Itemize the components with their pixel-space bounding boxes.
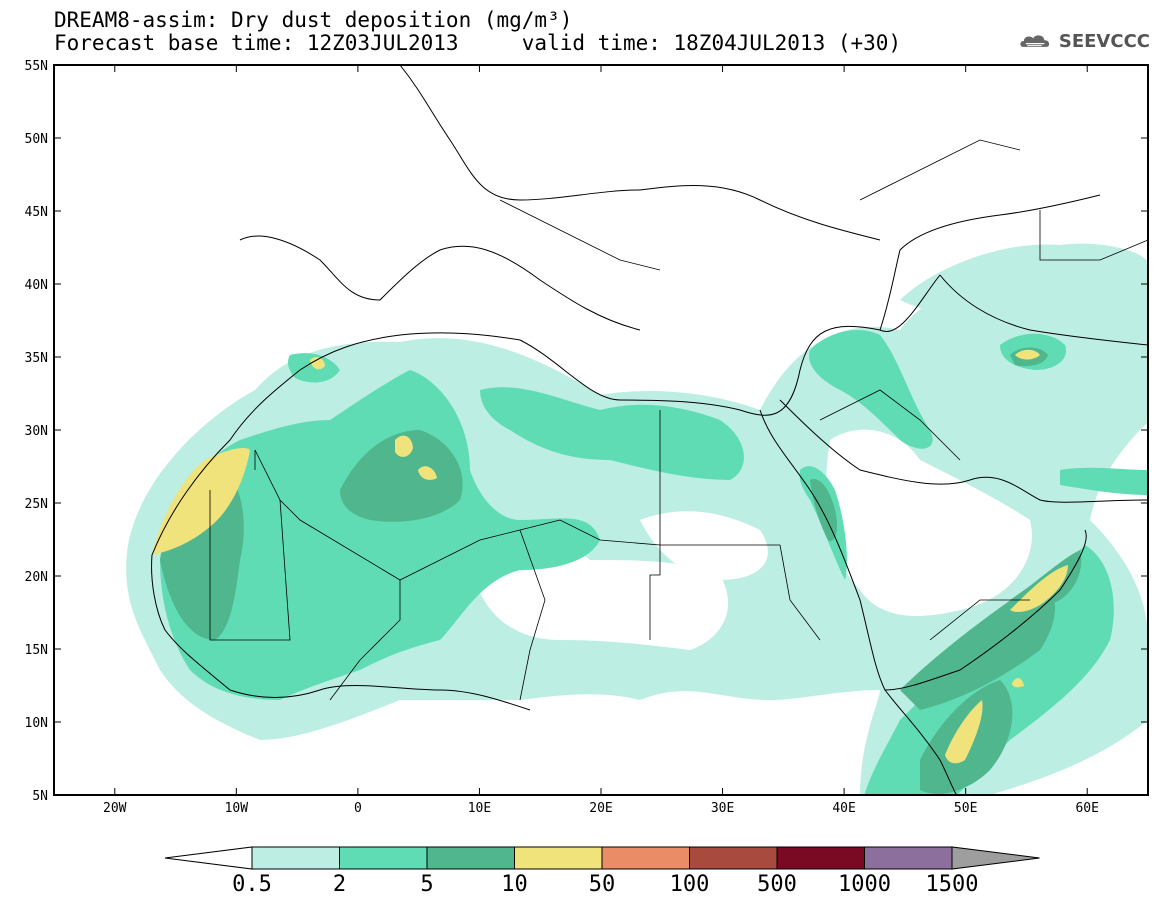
lon-tick-label: 10W bbox=[225, 801, 249, 816]
dust-deposition-field bbox=[126, 243, 1148, 795]
colorbar-label: 500 bbox=[757, 872, 797, 897]
lat-tick-label: 55N bbox=[25, 59, 48, 74]
colorbar-label: 5 bbox=[420, 872, 433, 897]
colorbar-swatch bbox=[864, 846, 953, 870]
colorbar-label: 0.5 bbox=[232, 872, 272, 897]
colorbar-over-triangle bbox=[951, 846, 1040, 870]
country-borders bbox=[209, 139, 1148, 701]
lon-tick-label: 10E bbox=[468, 801, 491, 816]
colorbar-label: 1000 bbox=[838, 872, 891, 897]
lat-tick-label: 35N bbox=[25, 351, 48, 366]
lon-tick-label: 0 bbox=[354, 801, 362, 816]
map-title: DREAM8-assim: Dry dust deposition (mg/m³… bbox=[54, 8, 573, 32]
coastlines bbox=[151, 65, 1148, 795]
forecast-time-subtitle: Forecast base time: 12Z03JUL2013 valid t… bbox=[54, 31, 902, 55]
colorbar-legend: 0.5 2 5 10 50 100 500 1000 1500 bbox=[164, 846, 1040, 897]
colorbar-under-triangle bbox=[164, 846, 253, 870]
colorbar-label: 50 bbox=[589, 872, 616, 897]
colorbar-swatch bbox=[776, 846, 865, 870]
logo-text: SEEVCCC bbox=[1058, 30, 1150, 52]
lat-tick-label: 45N bbox=[25, 205, 48, 220]
lat-tick-label: 30N bbox=[25, 424, 48, 439]
colorbar-swatch bbox=[339, 846, 428, 870]
lat-tick-label: 5N bbox=[32, 789, 48, 804]
lon-tick-label: 20E bbox=[589, 801, 612, 816]
colorbar-swatch bbox=[514, 846, 603, 870]
lat-tick-label: 20N bbox=[25, 570, 48, 585]
lat-tick-label: 15N bbox=[25, 643, 48, 658]
colorbar-label: 10 bbox=[501, 872, 528, 897]
lon-tick-label: 40E bbox=[832, 801, 855, 816]
lat-tick-label: 10N bbox=[25, 716, 48, 731]
colorbar-label: 100 bbox=[670, 872, 710, 897]
lon-tick-label: 30E bbox=[711, 801, 734, 816]
colorbar-swatch bbox=[426, 846, 515, 870]
lon-tick-label: 50E bbox=[954, 801, 977, 816]
lon-tick-label: 60E bbox=[1075, 801, 1098, 816]
seevccc-logo: SEEVCCC bbox=[1018, 26, 1150, 56]
lat-tick-label: 40N bbox=[25, 278, 48, 293]
colorbar-swatch bbox=[251, 846, 340, 870]
colorbar-label: 1500 bbox=[926, 872, 979, 897]
colorbar-label: 2 bbox=[333, 872, 346, 897]
cloud-logo-icon bbox=[1020, 35, 1050, 47]
latitude-axis: 55N 50N 45N 40N 35N 30N 25N 20N 15N 10N 5N bbox=[25, 59, 1148, 804]
longitude-axis: 20W 10W 0 10E 20E 30E 40E 50E 60E bbox=[103, 65, 1099, 816]
lat-tick-label: 25N bbox=[25, 497, 48, 512]
colorbar-swatch bbox=[601, 846, 690, 870]
colorbar-swatch bbox=[689, 846, 778, 870]
lon-tick-label: 20W bbox=[103, 801, 127, 816]
lat-tick-label: 50N bbox=[25, 132, 48, 147]
